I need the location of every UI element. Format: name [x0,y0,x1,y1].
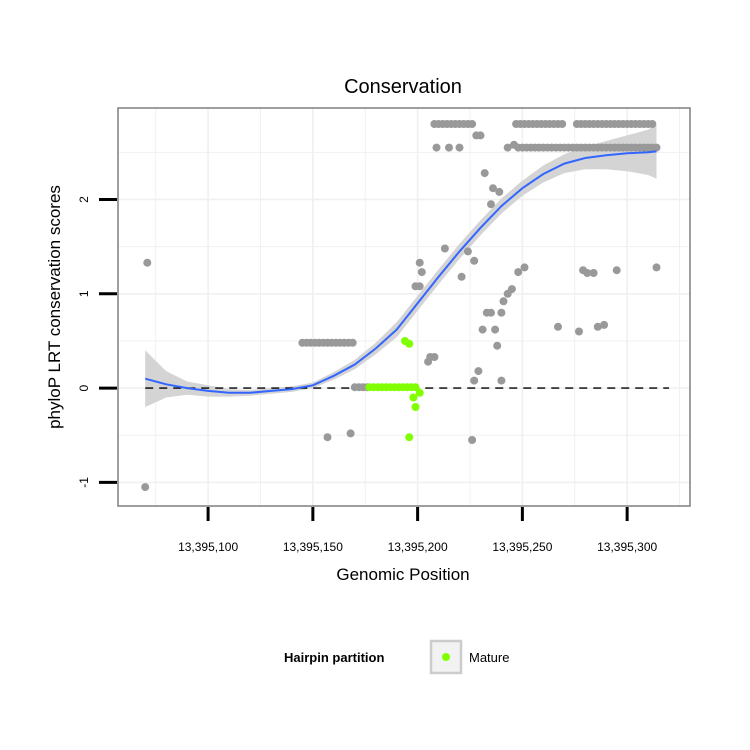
data-point-mature [405,433,414,442]
data-point [463,247,472,256]
legend: Hairpin partition Mature [284,639,509,675]
data-point [468,120,477,128]
data-point [554,322,562,331]
panel-background [118,108,690,506]
data-point [417,268,426,277]
data-point-mature [411,383,420,392]
data-point [440,244,449,253]
data-point [558,120,567,128]
data-point [497,308,506,317]
data-point [432,143,441,152]
data-point [507,285,516,294]
data-point [143,258,152,267]
data-point [487,308,495,317]
y-axis-label: phyloP LRT conservation scores [45,185,64,429]
data-point [503,143,512,152]
smooth-trend-line [144,150,657,394]
data-point [495,187,504,196]
data-point [600,320,609,329]
data-point [476,131,485,140]
data-point [478,325,487,334]
x-axis: 13,395,100 13,395,150 13,395,200 13,395,250… [178,507,657,554]
data-points [141,120,661,492]
data-point [415,282,424,291]
data-point-mature [411,403,420,411]
data-point [612,266,621,275]
y-tick-label: 1 [77,290,91,297]
legend-key-mature-icon [442,653,450,661]
data-point [346,429,355,438]
data-point [430,353,439,361]
data-point [593,322,602,331]
y-tick-label: 2 [77,196,91,203]
data-point [457,272,466,281]
legend-label-mature: Mature [469,650,509,665]
x-tick-label: 13,395,300 [597,540,657,554]
confidence-band [145,124,657,407]
y-tick-label: -1 [77,477,91,488]
data-point [474,367,483,376]
data-point [497,376,506,385]
plot-panel [117,107,691,507]
panel-border [117,107,691,507]
x-tick-label: 13,395,100 [178,540,238,554]
data-point [415,258,424,267]
data-point [652,143,661,152]
data-point [141,483,150,492]
chart-title: Conservation [344,76,462,98]
x-tick-label: 13,395,250 [492,540,552,554]
data-point [348,338,357,347]
data-point [583,269,592,277]
data-point [520,263,529,272]
data-point [589,269,598,277]
data-point [445,143,453,152]
data-point-mature [415,388,424,397]
data-point [323,433,332,442]
data-point [652,263,661,272]
data-point [499,297,508,306]
data-point [493,341,502,350]
x-tick-label: 13,395,200 [388,540,448,554]
data-point [487,200,495,209]
data-point [575,327,583,336]
data-point [648,120,657,128]
y-axis: -1 0 1 2 [77,196,117,488]
data-point [468,436,477,444]
data-point [480,169,489,178]
y-tick-label: 0 [77,384,91,391]
data-point [489,184,497,193]
data-point [470,256,479,265]
legend-title: Hairpin partition [284,650,384,665]
x-tick-label: 13,395,150 [283,540,343,554]
data-point [470,376,479,385]
data-point [455,143,464,152]
data-point [514,268,523,277]
data-point [491,325,500,334]
data-point-mature [405,339,414,348]
data-point-mature [409,393,418,402]
x-axis-label: Genomic Position [336,565,469,584]
